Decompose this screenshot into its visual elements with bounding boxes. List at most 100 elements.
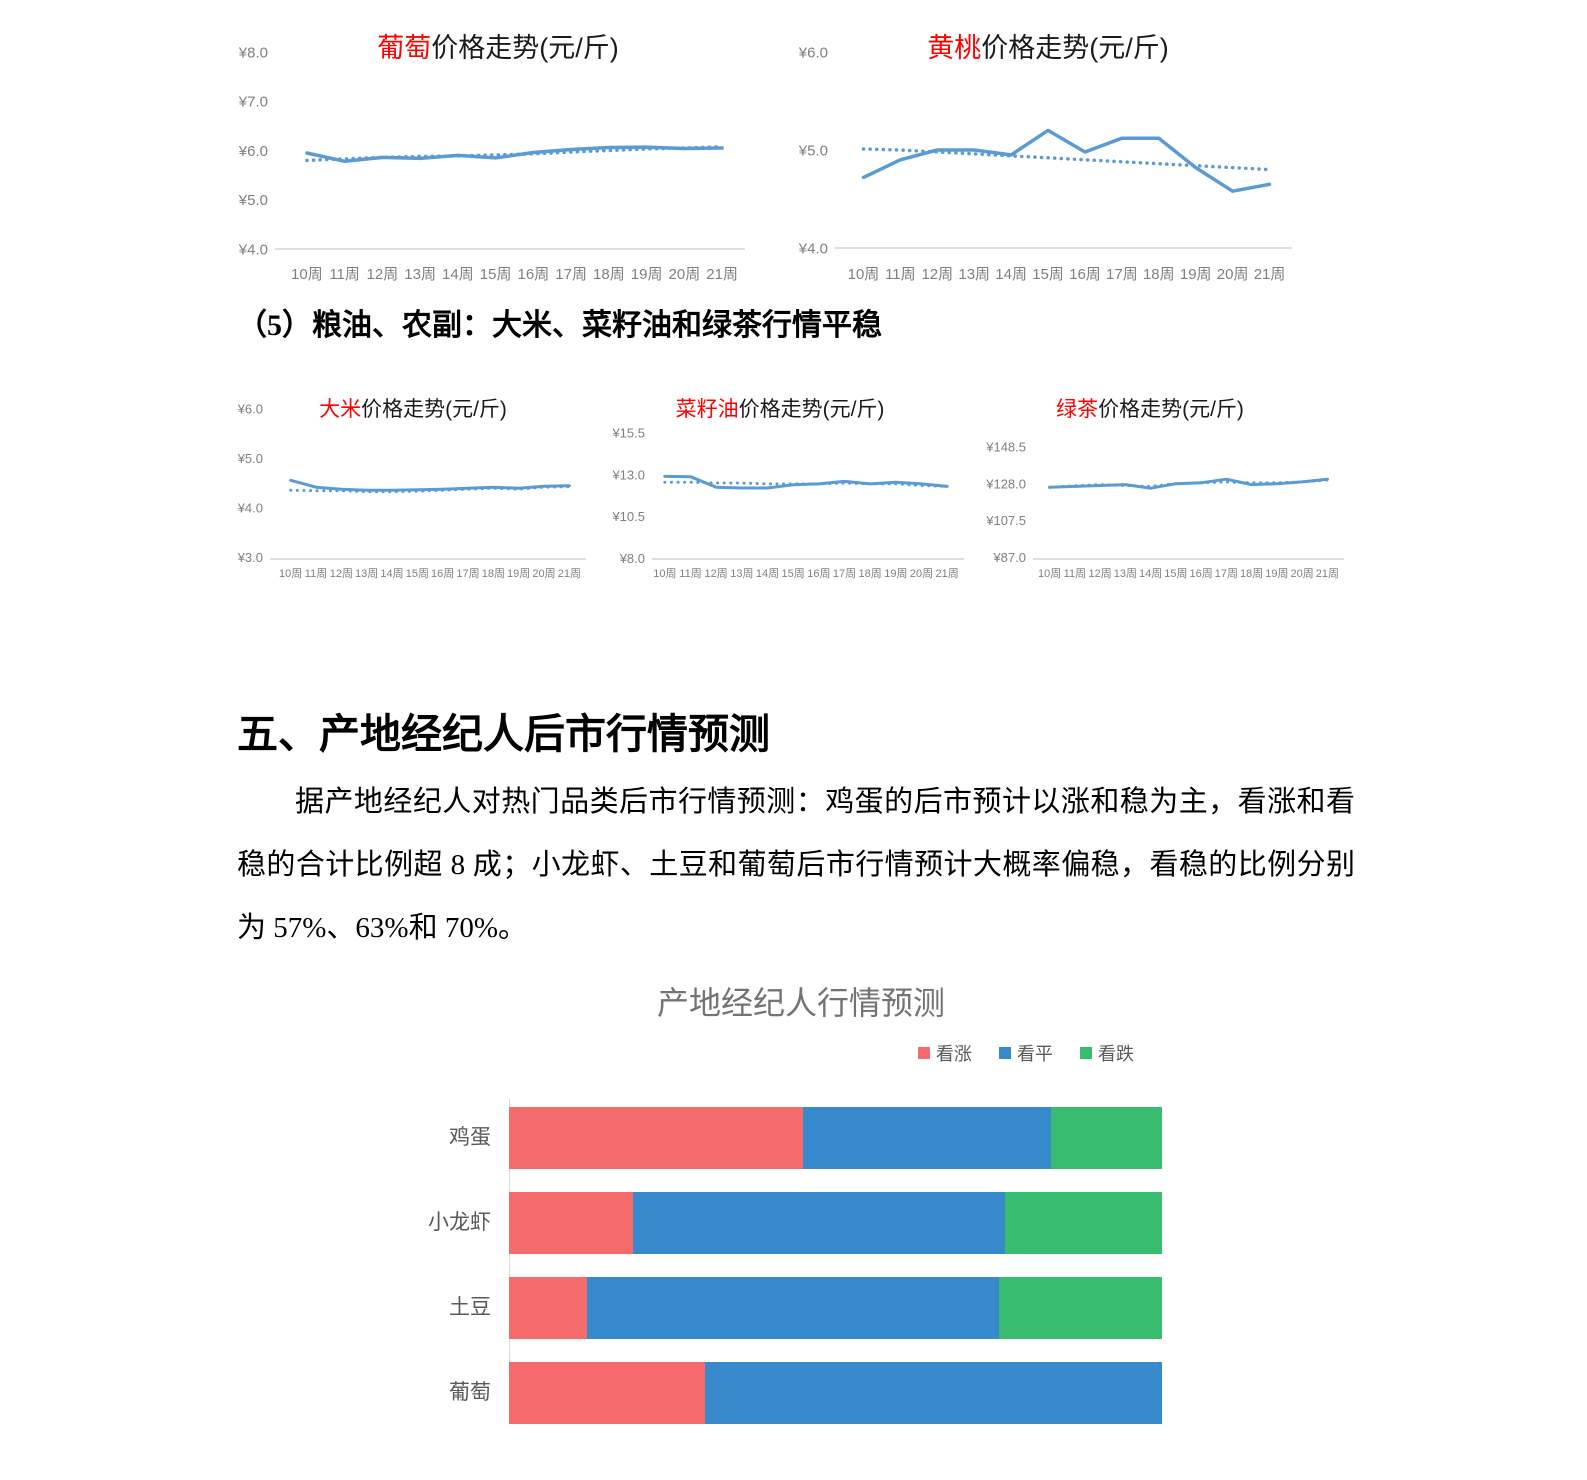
x-tick-label: 12周 — [367, 266, 399, 283]
bar-row: 鸡蛋 — [420, 1107, 1182, 1169]
legend-swatch — [999, 1047, 1011, 1059]
y-tick-label: ¥107.5 — [985, 513, 1026, 528]
price-line-dotted — [861, 147, 1272, 172]
section5-heading: （5）粮油、农副：大米、菜籽油和绿茶行情平稳 — [237, 309, 882, 342]
y-tick-label: ¥6.0 — [238, 143, 268, 160]
x-tick-label: 14周 — [756, 567, 779, 580]
y-tick-label: ¥87.0 — [992, 550, 1026, 565]
bar-segment-看涨 — [509, 1362, 705, 1424]
x-tick-label: 15周 — [406, 567, 429, 580]
x-tick-label: 20周 — [910, 567, 933, 580]
price-line-solid — [861, 128, 1272, 193]
legend-item: 看平 — [999, 1040, 1053, 1066]
x-tick-label: 19周 — [884, 567, 907, 580]
y-tick-label: ¥148.5 — [985, 440, 1026, 455]
bar-track — [509, 1277, 1162, 1339]
x-tick-label: 17周 — [833, 567, 856, 580]
x-tick-label: 21周 — [558, 567, 581, 580]
x-tick-label: 21周 — [706, 266, 738, 283]
x-tick-label: 21周 — [1316, 567, 1339, 580]
y-tick-label: ¥8.0 — [619, 551, 645, 566]
x-tick-label: 19周 — [507, 567, 530, 580]
bar-rows: 鸡蛋小龙虾土豆葡萄 — [420, 1099, 1182, 1424]
x-tick-label: 10周 — [848, 266, 880, 283]
y-tick-label: ¥4.0 — [798, 240, 828, 257]
bar-segment-看平 — [704, 1362, 1162, 1424]
y-tick-label: ¥4.0 — [238, 241, 268, 258]
bar-track — [509, 1107, 1162, 1169]
x-tick-label: 11周 — [329, 266, 360, 283]
x-tick-label: 12周 — [921, 266, 953, 283]
legend-label: 看跌 — [1098, 1044, 1134, 1064]
bar-category-axis-line — [509, 1099, 510, 1409]
y-tick-label: ¥5.0 — [798, 142, 828, 159]
x-tick-label: 18周 — [1143, 266, 1175, 283]
price-line-solid — [305, 145, 724, 164]
x-tick-label: 18周 — [859, 567, 882, 580]
forecast-bar-chart: 产地经纪人行情预测 看涨 看平 看跌 鸡蛋 小龙虾 土豆 葡萄 — [420, 958, 1182, 1463]
x-tick-label: 12周 — [705, 567, 728, 580]
x-tick-label: 16周 — [807, 567, 830, 580]
y-tick-label: ¥5.0 — [237, 451, 263, 466]
x-tick-label: 14周 — [1139, 567, 1162, 580]
x-tick-label: 20周 — [669, 266, 701, 283]
x-tick-label: 11周 — [305, 567, 327, 580]
price-line-dotted — [663, 480, 949, 488]
x-tick-label: 18周 — [1240, 567, 1263, 580]
chart-title: 大米价格走势(元/斤) — [319, 398, 507, 421]
chart-title: 菜籽油价格走势(元/斤) — [676, 398, 885, 421]
grape-price-line-chart: 葡萄价格走势(元/斤) ¥8.0 ¥7.0 ¥6.0 ¥5.0 ¥4.0 10周 11周 12周… — [238, 33, 745, 283]
y-tick-label: ¥5.0 — [238, 192, 268, 209]
chart-title: 葡萄价格走势(元/斤) — [377, 33, 618, 63]
x-tick-label: 12周 — [1089, 567, 1112, 580]
x-tick-label: 18周 — [593, 266, 625, 283]
x-tick-label: 16周 — [1190, 567, 1213, 580]
y-tick-label: ¥7.0 — [238, 94, 268, 111]
x-tick-label: 16周 — [518, 266, 550, 283]
x-tick-label: 15周 — [1032, 266, 1064, 283]
x-tick-label: 13周 — [730, 567, 753, 580]
price-line-dotted — [289, 485, 571, 494]
price-line-solid — [663, 474, 949, 490]
x-tick-label: 20周 — [1291, 567, 1314, 580]
bar-category-label: 小龙虾 — [428, 1211, 491, 1235]
bar-row: 小龙虾 — [420, 1192, 1182, 1254]
x-tick-label: 19周 — [631, 266, 663, 283]
bar-row: 葡萄 — [420, 1362, 1182, 1424]
bar-segment-看跌 — [1050, 1107, 1162, 1169]
x-tick-label: 14周 — [995, 266, 1027, 283]
bar-track — [509, 1362, 1162, 1424]
x-tick-label: 11周 — [885, 266, 916, 283]
x-tick-label: 16周 — [431, 567, 454, 580]
bar-row: 土豆 — [420, 1277, 1182, 1339]
x-tick-label: 15周 — [480, 266, 512, 283]
x-tick-label: 19周 — [1265, 567, 1288, 580]
y-tick-label: ¥6.0 — [237, 402, 263, 417]
bar-segment-看平 — [587, 1277, 999, 1339]
x-tick-label: 13周 — [1114, 567, 1137, 580]
x-tick-label: 10周 — [279, 567, 302, 580]
x-tick-label: 17周 — [456, 567, 479, 580]
bar-segment-看跌 — [998, 1277, 1162, 1339]
bar-segment-看涨 — [509, 1107, 803, 1169]
x-tick-label: 16周 — [1069, 266, 1101, 283]
x-tick-label: 20周 — [1217, 266, 1249, 283]
y-tick-label: ¥13.0 — [611, 467, 645, 482]
legend-swatch — [918, 1047, 930, 1059]
x-tick-label: 14周 — [380, 567, 403, 580]
bar-track — [509, 1192, 1162, 1254]
x-tick-label: 12周 — [330, 567, 353, 580]
bar-segment-看平 — [633, 1192, 1006, 1254]
x-tick-label: 13周 — [355, 567, 378, 580]
x-tick-label: 21周 — [1254, 266, 1286, 283]
x-tick-label: 15周 — [1164, 567, 1187, 580]
rapeseed-oil-price-line-chart: 菜籽油价格走势(元/斤) ¥15.5 ¥13.0 ¥10.5 ¥8.0 10周 11周 12周… — [611, 398, 964, 580]
x-tick-label: 14周 — [442, 266, 474, 283]
y-tick-label: ¥3.0 — [237, 550, 263, 565]
y-tick-label: ¥15.5 — [611, 426, 645, 441]
section-heading: 五、产地经纪人后市行情预测 — [237, 711, 770, 757]
bar-category-label: 鸡蛋 — [449, 1126, 491, 1150]
x-tick-label: 20周 — [532, 567, 555, 580]
